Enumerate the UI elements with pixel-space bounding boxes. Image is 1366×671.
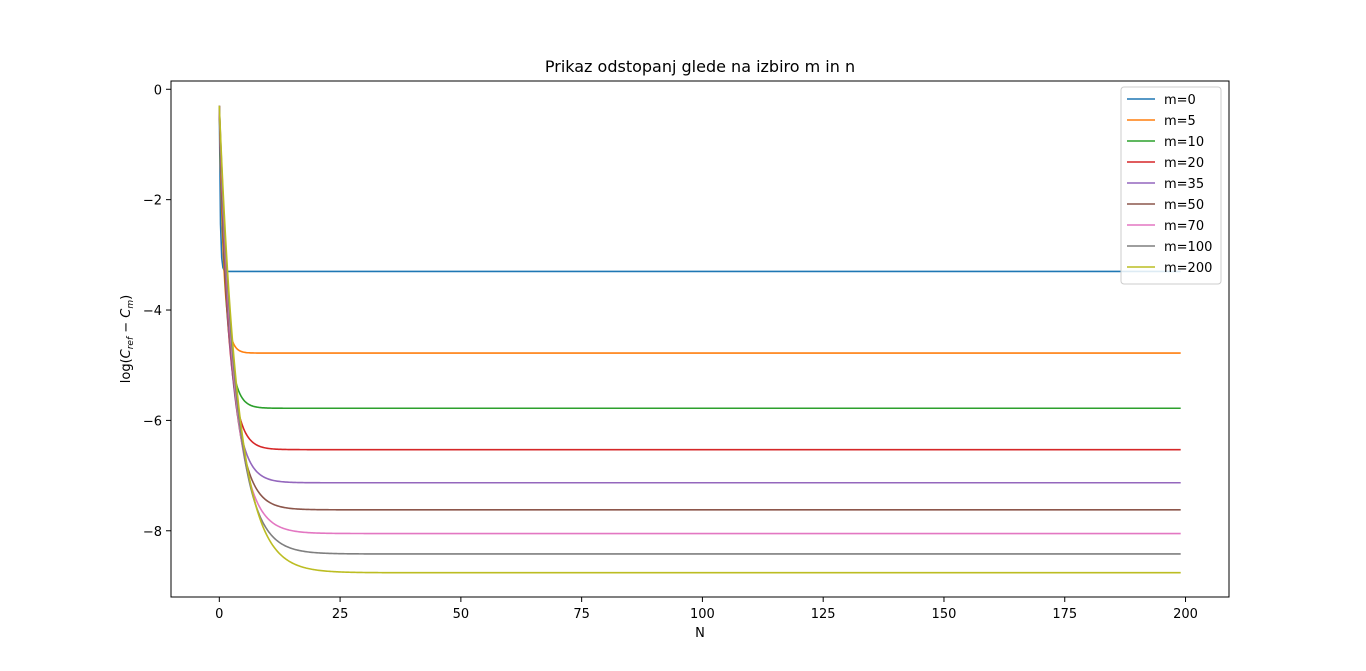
x-tick-label: 150 xyxy=(932,607,957,622)
legend-label: m=5 xyxy=(1164,114,1196,129)
legend-label: m=0 xyxy=(1164,93,1196,108)
chart-title: Prikaz odstopanj glede na izbiro m in n xyxy=(545,57,855,76)
legend-label: m=100 xyxy=(1164,240,1212,255)
x-tick-label: 50 xyxy=(453,607,470,622)
series-line xyxy=(218,105,1181,410)
plot-frame xyxy=(170,80,1230,598)
x-axis: 0 25 50 75 100 125 150 175 200 xyxy=(215,597,1198,622)
series-line xyxy=(218,105,1181,555)
y-tick-label: −8 xyxy=(143,525,162,540)
y-axis-label-c2: C xyxy=(119,308,134,318)
x-axis-label: N xyxy=(695,626,705,641)
series-line xyxy=(218,105,1181,511)
legend-label: m=20 xyxy=(1164,156,1204,171)
x-tick-label: 175 xyxy=(1052,607,1077,622)
x-tick-label: 100 xyxy=(690,607,715,622)
legend-label: m=35 xyxy=(1164,177,1204,192)
legend-label: m=10 xyxy=(1164,135,1204,150)
y-tick-label: 0 xyxy=(154,83,162,98)
legend-label: m=70 xyxy=(1164,219,1204,234)
y-axis: 0 −2 −4 −6 −8 xyxy=(143,83,171,540)
y-tick-label: −6 xyxy=(143,414,162,429)
series-line xyxy=(218,105,1181,535)
legend-box xyxy=(1120,86,1222,285)
series-line xyxy=(218,105,1181,484)
legend-label: m=50 xyxy=(1164,198,1204,213)
y-axis-label-prefix: log( xyxy=(119,358,134,383)
series-line xyxy=(218,105,1181,273)
y-tick-label: −2 xyxy=(143,194,162,209)
y-axis-label-op: − xyxy=(119,318,134,337)
y-axis-label-c1: C xyxy=(119,348,134,358)
y-axis-label-sub2: m xyxy=(126,300,136,309)
legend-label: m=200 xyxy=(1164,261,1212,276)
series-line xyxy=(218,105,1181,574)
x-tick-label: 25 xyxy=(332,607,349,622)
x-tick-label: 125 xyxy=(811,607,836,622)
y-tick-label: −4 xyxy=(143,304,162,319)
series-line xyxy=(218,105,1181,354)
y-axis-label: log(Cref − Cm) xyxy=(119,295,136,383)
y-axis-label-sub1: ref xyxy=(126,335,136,349)
x-tick-label: 200 xyxy=(1173,607,1198,622)
x-tick-label: 0 xyxy=(215,607,223,622)
series-line xyxy=(218,105,1181,451)
y-axis-label-suffix: ) xyxy=(119,295,134,300)
legend: m=0 m=5 m=10 m=20 m=35 m=50 m=70 m=100 m=200 xyxy=(1120,86,1222,285)
plot-lines xyxy=(218,105,1181,574)
x-tick-label: 75 xyxy=(573,607,590,622)
